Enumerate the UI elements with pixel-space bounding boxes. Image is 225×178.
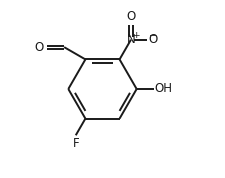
Text: O: O [126,10,135,23]
Text: OH: OH [154,82,172,96]
Text: N: N [126,33,135,46]
Text: −: − [148,31,156,41]
Text: O: O [34,41,43,54]
Text: F: F [72,137,79,150]
Text: +: + [131,31,138,40]
Text: O: O [147,33,157,46]
